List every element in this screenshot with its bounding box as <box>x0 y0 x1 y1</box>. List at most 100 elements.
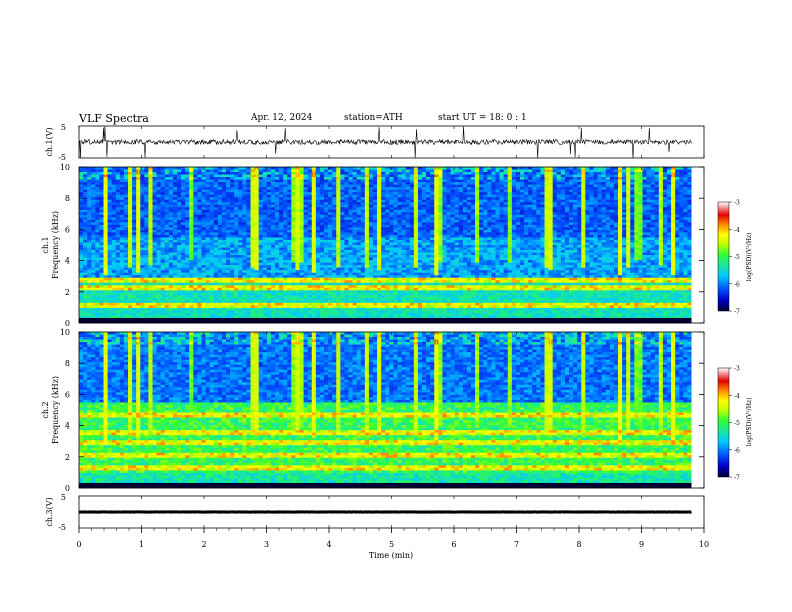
spectrogram-cell <box>152 189 157 193</box>
spectrogram-cell <box>95 224 100 228</box>
spectrogram-cell <box>385 245 390 248</box>
spectrogram-cell <box>393 184 398 188</box>
spectrogram-cell <box>638 207 643 211</box>
spectrogram-cell <box>287 174 292 178</box>
spectrogram-cell <box>487 212 492 216</box>
spectrogram-cell <box>181 197 186 201</box>
spectrogram-cell <box>520 209 525 213</box>
spectrogram-cell <box>144 182 149 185</box>
spectrogram-cell <box>577 239 582 243</box>
spectrogram-cell <box>613 202 619 206</box>
spectrogram-cell <box>95 199 100 203</box>
spectrogram-cell <box>458 194 464 198</box>
spectrogram-cell <box>307 172 313 175</box>
spectrogram-cell <box>491 237 496 241</box>
spectrogram-cell <box>148 212 153 216</box>
spectrogram-cell <box>593 167 598 170</box>
spectrogram-cell <box>132 167 137 170</box>
spectrogram-cell <box>258 172 264 175</box>
spectrogram-cell <box>344 239 349 243</box>
spectrogram-cell <box>646 234 651 238</box>
spectrogram-cell <box>373 172 378 175</box>
spectrogram-cell <box>622 199 627 203</box>
spectrogram-cell <box>279 245 284 248</box>
spectrogram-cell <box>454 214 460 218</box>
spectrogram-cell <box>242 174 247 178</box>
spectrogram-cell <box>303 222 308 226</box>
spectrogram-cell <box>123 214 129 218</box>
spectrogram-cell <box>569 177 574 180</box>
spectrogram-cell <box>201 232 206 236</box>
spectrogram-cell <box>573 222 578 226</box>
spectrogram-cell <box>360 232 366 236</box>
spectrogram-cell <box>197 202 202 206</box>
spectrogram-cell <box>532 197 537 201</box>
spectrogram-cell <box>434 247 439 251</box>
spectrogram-cell <box>454 174 460 178</box>
spectrogram-cell <box>209 239 215 243</box>
spectrogram-cell <box>585 212 590 216</box>
spectrogram-cell <box>638 232 643 236</box>
spectrogram-cell <box>560 204 566 208</box>
spectrogram-cell <box>507 207 513 211</box>
spectrogram-cell <box>438 192 443 195</box>
spectrogram-cell <box>450 209 455 213</box>
spectrogram-cell <box>471 187 476 190</box>
spectrogram-cell <box>230 237 235 241</box>
spectrogram-cell <box>160 232 166 236</box>
spectrogram-cell <box>356 239 362 243</box>
spectrogram-cell <box>597 214 602 218</box>
spectrogram-cell <box>238 247 243 251</box>
spectrogram-cell <box>658 214 664 218</box>
spectrogram-cell <box>491 234 496 238</box>
spectrogram-cell <box>466 182 472 185</box>
spectrogram-cell <box>385 217 390 221</box>
spectrogram-cell <box>254 237 259 241</box>
spectrogram-cell <box>324 187 329 190</box>
spectrogram-cell <box>221 174 227 178</box>
spectrogram-cell <box>679 192 684 195</box>
spectrogram-cell <box>642 214 647 218</box>
spectrogram-cell <box>524 239 529 243</box>
spectrogram-cell <box>177 187 182 190</box>
spectrogram-cell <box>589 217 594 221</box>
spectrogram-cell <box>654 224 660 228</box>
spectrogram-cell <box>454 202 460 206</box>
spectrogram-cell <box>160 172 166 175</box>
spectrogram-cell <box>266 212 272 216</box>
spectrogram-cell <box>107 222 112 226</box>
spectrogram-cell <box>687 237 692 241</box>
spectrogram-cell <box>79 174 84 178</box>
spectrogram-cell <box>181 224 186 228</box>
spectrogram-cell <box>324 189 329 193</box>
spectrogram-cell <box>226 174 231 178</box>
spectrogram-cell <box>458 247 464 251</box>
spectrogram-cell <box>213 189 219 193</box>
spectrogram-cell <box>221 229 227 233</box>
spectrogram-cell <box>605 209 611 213</box>
spectrogram-cell <box>422 177 427 180</box>
spectrogram-cell <box>381 247 386 251</box>
spectrogram-cell <box>613 234 619 238</box>
spectrogram-cell <box>201 212 206 216</box>
spectrogram-cell <box>283 179 288 183</box>
spectrogram-cell <box>487 194 492 198</box>
spectrogram-cell <box>495 182 500 185</box>
spectrogram-cell <box>556 202 562 206</box>
spectrogram-cell <box>556 167 562 170</box>
spectrogram-cell <box>356 247 362 251</box>
spectrogram-cell <box>417 202 423 206</box>
spectrogram-cell <box>279 189 284 193</box>
spectrogram-cell <box>634 192 639 195</box>
spectrogram-cell <box>438 204 443 208</box>
spectrogram-cell <box>609 194 615 198</box>
spectrogram-cell <box>609 177 615 180</box>
spectrogram-cell <box>360 192 366 195</box>
spectrogram-cell <box>564 197 570 201</box>
spectrogram-cell <box>454 189 460 193</box>
spectrogram-cell <box>193 182 198 185</box>
spectrogram-cell <box>177 229 182 233</box>
spectrogram-cell <box>560 232 566 236</box>
spectrogram-cell <box>430 247 435 251</box>
spectrogram-cell <box>140 227 145 231</box>
